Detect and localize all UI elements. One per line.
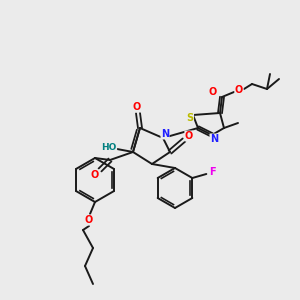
Text: HO: HO [101,143,117,152]
Text: O: O [209,87,217,97]
Text: O: O [133,102,141,112]
Text: O: O [185,131,193,141]
Text: N: N [161,129,169,139]
Text: N: N [210,134,218,144]
Text: O: O [91,170,99,180]
Text: O: O [235,85,243,95]
Text: O: O [85,215,93,225]
Text: F: F [209,167,216,177]
Text: S: S [186,113,194,123]
